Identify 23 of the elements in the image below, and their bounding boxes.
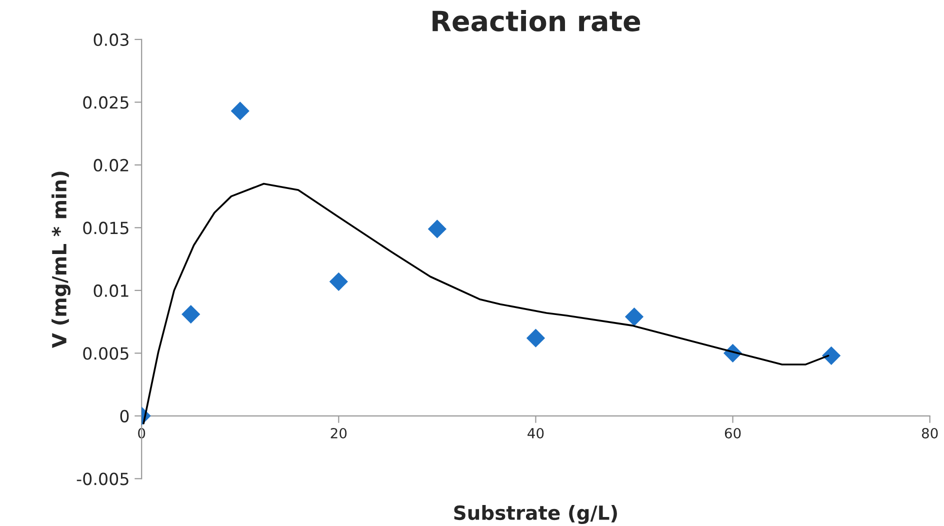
point: [329, 272, 348, 291]
y-tick-label: 0.03: [94, 33, 128, 46]
x-tick-label: 0: [138, 428, 146, 438]
y-tick-label: 0.015: [83, 222, 128, 234]
x-axis-title: Substrate (g/L): [454, 505, 617, 524]
chart-title: Reaction rate: [432, 10, 640, 32]
x-tick-label: 60: [724, 428, 741, 438]
y-tick-label: 0: [120, 410, 129, 422]
y-tick-label: 0.025: [83, 96, 128, 109]
y-tick-label: 0.02: [94, 158, 128, 172]
point: [230, 102, 250, 120]
x-tick-label: 40: [528, 428, 544, 438]
y-axis-title: V (mg/mL * min): [52, 172, 71, 348]
y-tick-label: 0.01: [94, 284, 128, 297]
x-tick-label: 80: [922, 428, 938, 438]
x-tick-label: 20: [330, 428, 347, 438]
point: [182, 304, 200, 324]
point: [624, 307, 644, 326]
point: [526, 328, 546, 348]
point: [428, 220, 447, 238]
y-tick-label: 0.005: [83, 347, 128, 360]
point: [822, 346, 841, 365]
y-tick-label: -0.005: [76, 472, 128, 486]
